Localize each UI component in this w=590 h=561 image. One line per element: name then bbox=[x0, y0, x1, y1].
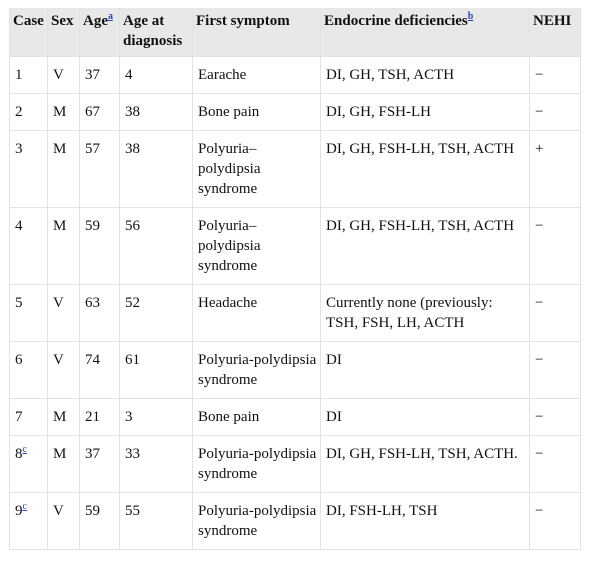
cell-nehi: + bbox=[529, 130, 581, 208]
cell-age-at-diagnosis: 38 bbox=[119, 93, 193, 131]
table-row: 2 M 67 38 Bone pain DI, GH, FSH-LH − bbox=[9, 93, 581, 131]
cell-first-symptom: Polyuria-polydipsia syndrome bbox=[192, 435, 321, 493]
cell-endocrine-deficiencies: DI, GH, FSH-LH, TSH, ACTH bbox=[320, 207, 530, 285]
header-endocrine-deficiencies: Endocrine deficienciesb bbox=[320, 8, 530, 57]
cell-case: 7 bbox=[9, 398, 48, 436]
cell-case: 1 bbox=[9, 56, 48, 94]
cell-sex: M bbox=[47, 398, 80, 436]
cell-nehi: − bbox=[529, 93, 581, 131]
header-age-at-diagnosis: Age at diagnosis bbox=[119, 8, 193, 57]
cell-age: 37 bbox=[79, 435, 120, 493]
cell-first-symptom: Headache bbox=[192, 284, 321, 342]
cell-age: 21 bbox=[79, 398, 120, 436]
footnote-link-c[interactable]: c bbox=[22, 444, 27, 455]
cell-nehi: − bbox=[529, 284, 581, 342]
header-case: Case bbox=[9, 8, 48, 57]
cell-age-at-diagnosis: 3 bbox=[119, 398, 193, 436]
cell-case: 6 bbox=[9, 341, 48, 399]
cell-endocrine-deficiencies: DI, GH, FSH-LH bbox=[320, 93, 530, 131]
cell-endocrine-deficiencies: DI bbox=[320, 341, 530, 399]
cell-endocrine-deficiencies: DI bbox=[320, 398, 530, 436]
cell-nehi: − bbox=[529, 492, 581, 550]
cell-age-at-diagnosis: 52 bbox=[119, 284, 193, 342]
cell-age-at-diagnosis: 33 bbox=[119, 435, 193, 493]
cell-endocrine-deficiencies: DI, GH, FSH-LH, TSH, ACTH. bbox=[320, 435, 530, 493]
cell-age: 74 bbox=[79, 341, 120, 399]
cell-sex: M bbox=[47, 207, 80, 285]
cell-case: 5 bbox=[9, 284, 48, 342]
cell-age-at-diagnosis: 4 bbox=[119, 56, 193, 94]
cell-sex: M bbox=[47, 435, 80, 493]
cell-sex: M bbox=[47, 93, 80, 131]
cell-first-symptom: Polyuria–polydipsia syndrome bbox=[192, 207, 321, 285]
cell-sex: M bbox=[47, 130, 80, 208]
cell-case: 9c bbox=[9, 492, 48, 550]
cell-sex: V bbox=[47, 492, 80, 550]
cell-age: 37 bbox=[79, 56, 120, 94]
cell-age: 59 bbox=[79, 207, 120, 285]
table-row: 3 M 57 38 Polyuria–polydipsia syndrome DI, GH… bbox=[9, 130, 581, 208]
header-age: Agea bbox=[79, 8, 120, 57]
cell-endocrine-deficiencies: DI, GH, TSH, ACTH bbox=[320, 56, 530, 94]
cell-age-at-diagnosis: 55 bbox=[119, 492, 193, 550]
cell-nehi: − bbox=[529, 435, 581, 493]
table-row: 6 V 74 61 Polyuria-polydipsia syndrome DI − bbox=[9, 341, 581, 399]
cell-age: 57 bbox=[79, 130, 120, 208]
cell-age-at-diagnosis: 38 bbox=[119, 130, 193, 208]
footnote-link-a[interactable]: a bbox=[108, 11, 113, 22]
table-row: 5 V 63 52 Headache Currently none (previously… bbox=[9, 284, 581, 342]
cell-case: 2 bbox=[9, 93, 48, 131]
cell-sex: V bbox=[47, 56, 80, 94]
table-row: 1 V 37 4 Earache DI, GH, TSH, ACTH − bbox=[9, 56, 581, 94]
cell-endocrine-deficiencies: Currently none (previously: TSH, FSH, LH… bbox=[320, 284, 530, 342]
cell-case: 3 bbox=[9, 130, 48, 208]
footnote-link-b[interactable]: b bbox=[467, 11, 474, 22]
cell-age-at-diagnosis: 61 bbox=[119, 341, 193, 399]
cell-first-symptom: Bone pain bbox=[192, 398, 321, 436]
cell-sex: V bbox=[47, 341, 80, 399]
header-sex: Sex bbox=[47, 8, 80, 57]
header-nehi: NEHI bbox=[529, 8, 581, 57]
header-first-symptom: First symptom bbox=[192, 8, 321, 57]
table-body: 1 V 37 4 Earache DI, GH, TSH, ACTH −2 M 67 38 Bone… bbox=[9, 56, 581, 550]
cell-first-symptom: Polyuria-polydipsia syndrome bbox=[192, 492, 321, 550]
cell-case: 8c bbox=[9, 435, 48, 493]
patient-table: Case Sex Agea Age at diagnosis First sym… bbox=[9, 8, 581, 550]
table-container: Case Sex Agea Age at diagnosis First sym… bbox=[9, 8, 581, 550]
cell-age: 67 bbox=[79, 93, 120, 131]
cell-nehi: − bbox=[529, 56, 581, 94]
table-row: 4 M 59 56 Polyuria–polydipsia syndrome DI, GH… bbox=[9, 207, 581, 285]
footnote-link-c[interactable]: c bbox=[22, 501, 27, 512]
cell-age: 63 bbox=[79, 284, 120, 342]
cell-nehi: − bbox=[529, 207, 581, 285]
cell-age-at-diagnosis: 56 bbox=[119, 207, 193, 285]
cell-nehi: − bbox=[529, 341, 581, 399]
table-header-row: Case Sex Agea Age at diagnosis First sym… bbox=[9, 8, 581, 57]
table-row: 9c V 59 55 Polyuria-polydipsia syndrome DI, F… bbox=[9, 492, 581, 550]
cell-nehi: − bbox=[529, 398, 581, 436]
cell-first-symptom: Earache bbox=[192, 56, 321, 94]
cell-first-symptom: Polyuria–polydipsia syndrome bbox=[192, 130, 321, 208]
table-row: 8c M 37 33 Polyuria-polydipsia syndrome DI, G… bbox=[9, 435, 581, 493]
table-row: 7 M 21 3 Bone pain DI − bbox=[9, 398, 581, 436]
cell-endocrine-deficiencies: DI, FSH-LH, TSH bbox=[320, 492, 530, 550]
cell-first-symptom: Bone pain bbox=[192, 93, 321, 131]
cell-first-symptom: Polyuria-polydipsia syndrome bbox=[192, 341, 321, 399]
cell-sex: V bbox=[47, 284, 80, 342]
cell-age: 59 bbox=[79, 492, 120, 550]
cell-case: 4 bbox=[9, 207, 48, 285]
cell-endocrine-deficiencies: DI, GH, FSH-LH, TSH, ACTH bbox=[320, 130, 530, 208]
